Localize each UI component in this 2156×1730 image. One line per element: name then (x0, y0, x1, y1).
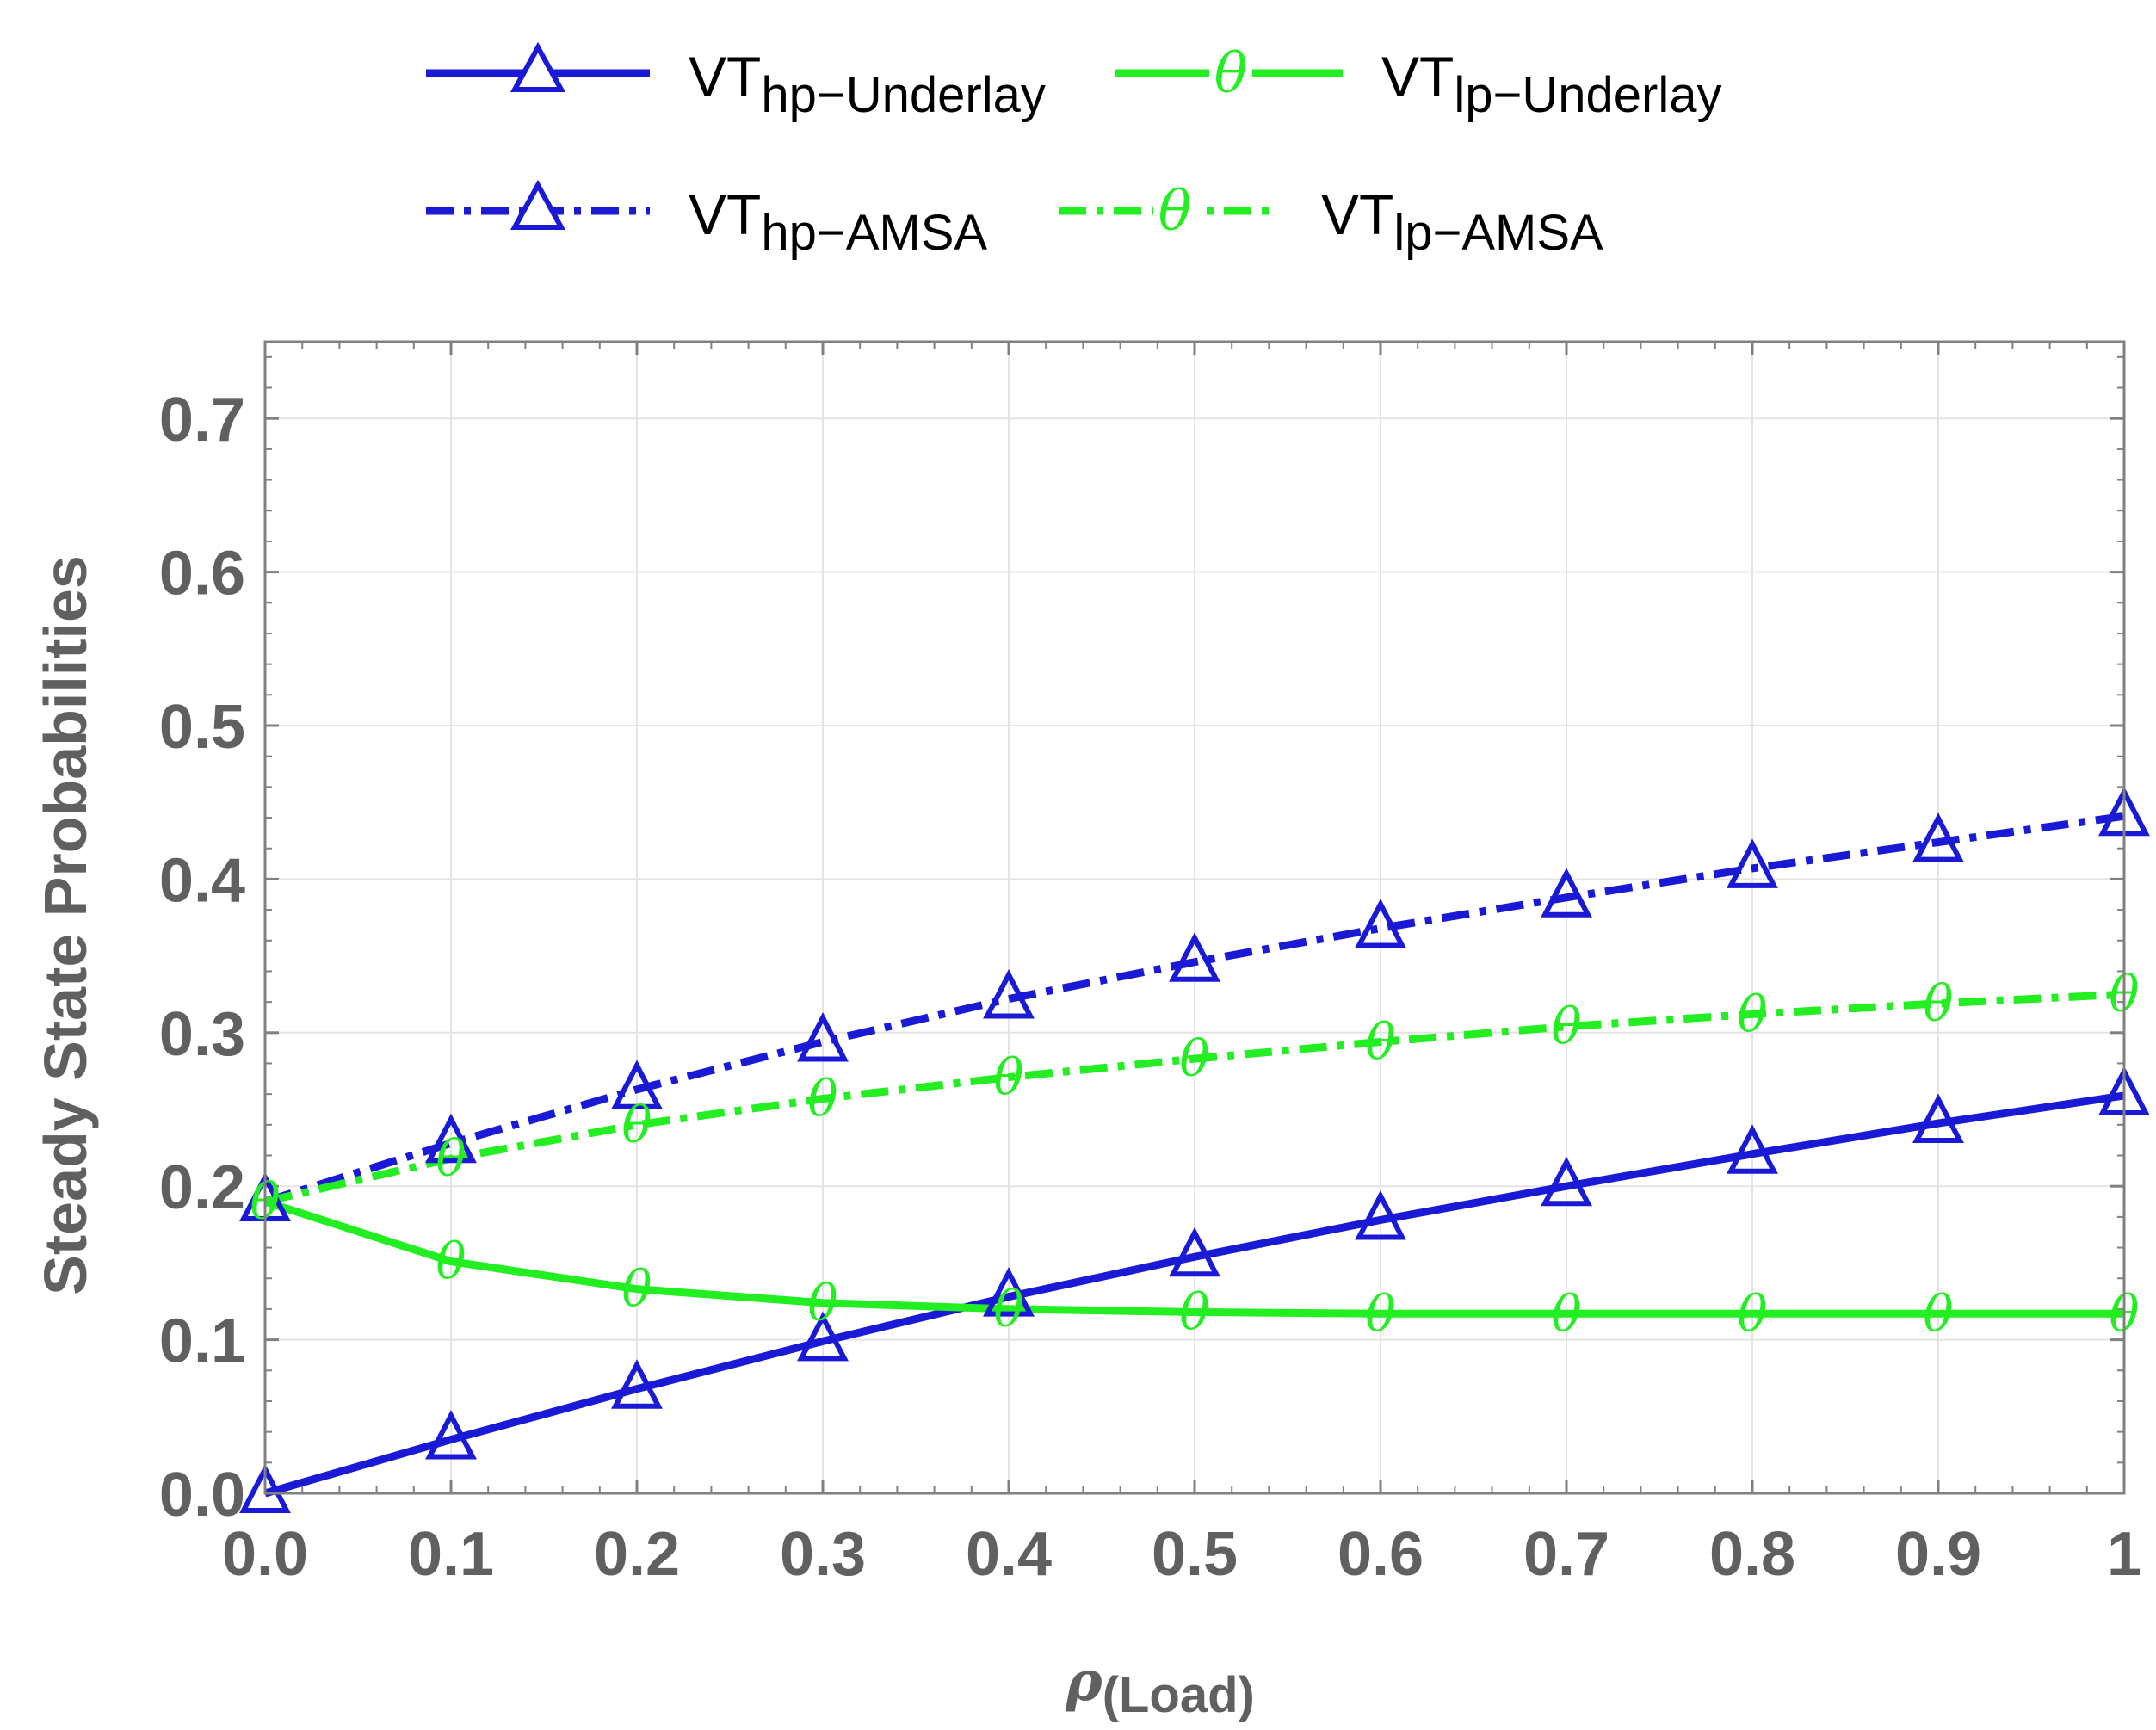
data-point-triangle (1727, 1124, 1778, 1174)
legend-label-hp-underlay: VThp−Underlay (689, 45, 1046, 123)
data-point-triangle (1912, 1093, 1964, 1144)
data-point-triangle (611, 1060, 663, 1109)
series-line-3 (263, 990, 2125, 1206)
data-point-triangle (1912, 812, 1964, 862)
legend: VThp−Underlay θ VTlp−Underlay VThp−AMSA … (426, 41, 1721, 261)
legend-marker-hp-underlay (510, 41, 566, 92)
data-point-triangle (983, 1267, 1035, 1317)
x-axis-subscript: (Load) (1103, 1667, 1255, 1723)
data-point-theta: θ (1180, 1282, 1210, 1341)
x-tick-label: 0.3 (780, 1520, 866, 1589)
data-point-triangle (797, 1311, 849, 1362)
plot-frame (263, 340, 2126, 1495)
x-axis-symbol: ρ (1065, 1649, 1103, 1714)
data-point-triangle (1169, 932, 1220, 982)
series-group (263, 812, 2125, 1498)
data-point-triangle (425, 1113, 477, 1164)
data-point-theta: θ (622, 1096, 652, 1154)
y-tick-label: 0.0 (159, 1461, 245, 1529)
legend-marker-hp-amsa (510, 179, 566, 230)
legend-label-sub: lp−AMSA (1393, 205, 1603, 261)
data-point-triangle (1169, 1226, 1220, 1277)
y-tick-label: 0.6 (159, 540, 245, 609)
y-tick-label: 0.1 (159, 1307, 245, 1376)
legend-label-lp-amsa: VTlp−AMSA (1321, 182, 1603, 261)
data-point-theta: θ (1924, 1284, 1954, 1343)
data-point-theta: θ (1180, 1029, 1210, 1088)
data-point-theta: θ (436, 1233, 466, 1291)
series-line-0 (263, 1091, 2125, 1498)
data-point-triangle (1355, 898, 1406, 948)
legend-marker-lp-amsa: θ (1158, 180, 1192, 244)
x-tick-label: 1 (2107, 1520, 2141, 1589)
legend-label-lp-underlay: VTlp−Underlay (1381, 45, 1721, 123)
data-point-theta: θ (1738, 1284, 1768, 1343)
legend-item-lp-underlay: θ VTlp−Underlay (1115, 42, 1721, 123)
x-axis-title: ρ(Load) (1065, 1649, 1255, 1723)
data-point-theta: θ (1366, 1284, 1396, 1343)
legend-label-hp-amsa: VThp−AMSA (689, 182, 987, 261)
series-line-1 (263, 1197, 2124, 1318)
data-point-theta: θ (1552, 1284, 1582, 1343)
tick-labels: 0.0 0.1 0.2 0.3 0.4 0.5 0.6 0.7 0.8 0.9 1 0.0 0.1 0.2… (159, 386, 2141, 1589)
data-point-triangle (797, 1012, 849, 1062)
legend-label-main: VT (689, 45, 761, 108)
data-point-theta: θ (994, 1048, 1024, 1107)
data-point-triangle (1541, 1156, 1592, 1207)
legend-label-main: VT (1381, 45, 1454, 108)
data-point-triangle (425, 1410, 477, 1460)
legend-label-sub: lp−Underlay (1454, 67, 1721, 123)
legend-marker-lp-underlay: θ (1214, 42, 1248, 106)
data-point-triangle (611, 1359, 663, 1409)
data-point-theta: θ (994, 1280, 1024, 1338)
y-tick-label: 0.5 (159, 693, 245, 762)
legend-item-hp-underlay: VThp−Underlay (426, 41, 1046, 123)
data-point-triangle (983, 969, 1035, 1019)
legend-label-sub: hp−AMSA (761, 205, 987, 261)
y-tick-label: 0.7 (159, 386, 245, 454)
x-tick-label: 0.9 (1895, 1520, 1981, 1589)
legend-marker-bg (1153, 181, 1196, 241)
data-point-theta: θ (808, 1070, 838, 1128)
data-point-triangle (1727, 838, 1778, 888)
x-tick-label: 0.1 (408, 1520, 494, 1589)
legend-label-main: VT (689, 182, 761, 246)
legend-label-sub: hp−Underlay (761, 67, 1046, 123)
legend-marker-bg (1209, 43, 1252, 103)
y-axis-title: Steady State Probabilities (32, 555, 99, 1295)
series-line-2 (263, 812, 2125, 1206)
data-point-theta: θ (1366, 1013, 1396, 1072)
data-point-triangle (1541, 868, 1592, 918)
x-tick-label: 0.4 (966, 1520, 1052, 1589)
data-point-theta: θ (1552, 998, 1582, 1056)
x-tick-label: 0.6 (1337, 1520, 1424, 1589)
legend-item-hp-amsa: VThp−AMSA (426, 179, 987, 261)
data-point-theta: θ (808, 1274, 838, 1332)
x-tick-label: 0.5 (1152, 1520, 1238, 1589)
y-tick-label: 0.2 (159, 1153, 245, 1222)
data-point-triangle (239, 1463, 291, 1513)
y-tick-label: 0.4 (159, 846, 245, 915)
data-point-theta: θ (1924, 974, 1954, 1033)
data-point-theta: θ (1738, 985, 1768, 1043)
data-point-theta: θ (436, 1129, 466, 1188)
data-point-theta: θ (622, 1260, 652, 1319)
x-tick-label: 0.8 (1709, 1520, 1795, 1589)
x-tick-label: 0.7 (1523, 1520, 1609, 1589)
x-tick-label: 0.2 (594, 1520, 680, 1589)
y-tick-label: 0.3 (159, 1000, 245, 1069)
legend-label-main: VT (1321, 182, 1393, 246)
x-tick-label: 0.0 (222, 1520, 308, 1589)
legend-item-lp-amsa: θ VTlp−AMSA (1059, 180, 1603, 261)
data-point-triangle (1355, 1189, 1406, 1240)
